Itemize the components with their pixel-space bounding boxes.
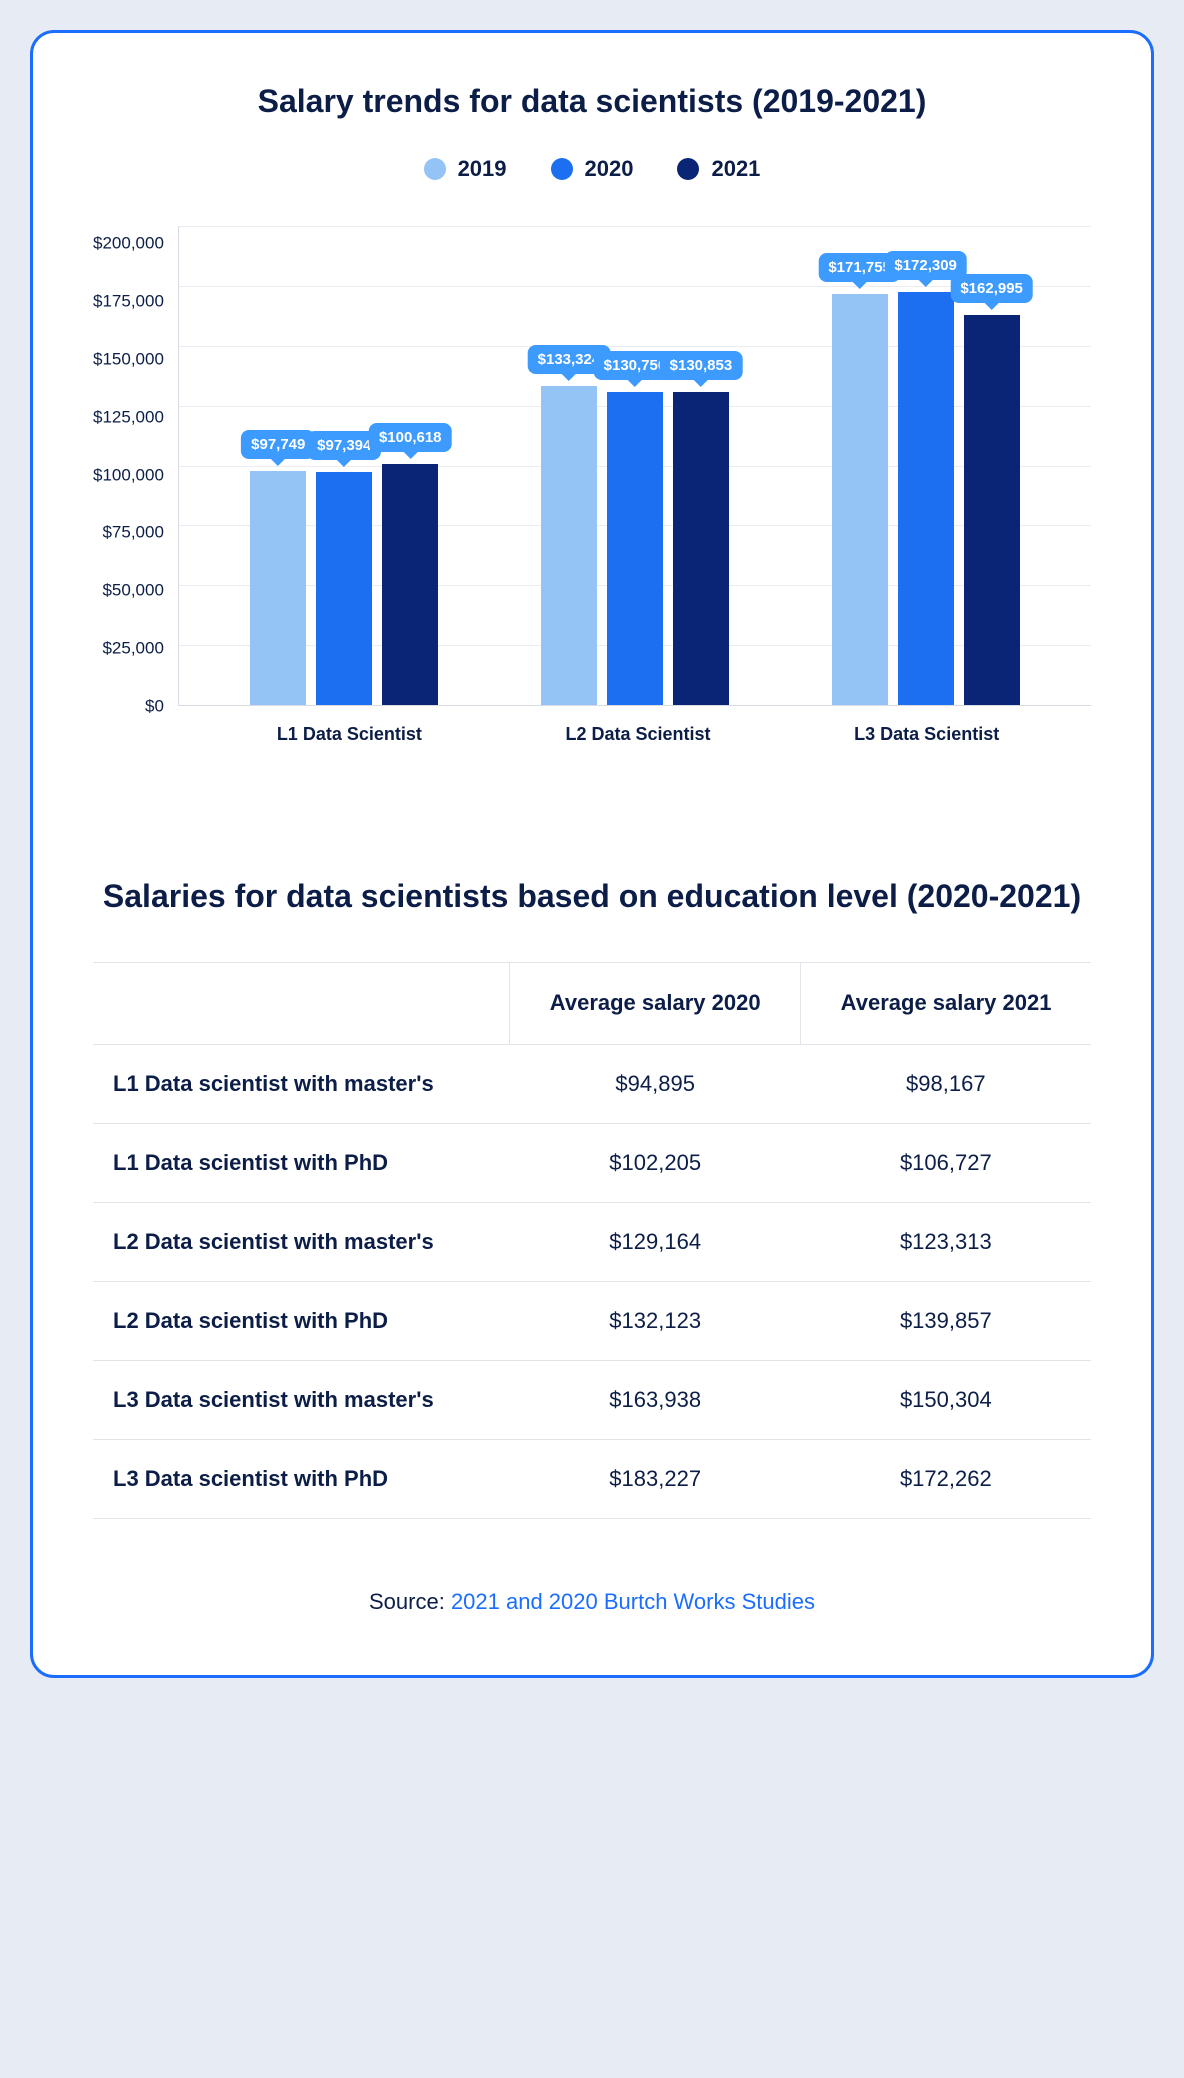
- row-label: L2 Data scientist with master's: [93, 1202, 510, 1281]
- bar-rect: [316, 472, 372, 705]
- bar: $100,618: [382, 464, 438, 705]
- x-label: L3 Data Scientist: [782, 724, 1071, 745]
- row-label: L3 Data scientist with PhD: [93, 1439, 510, 1518]
- table-row: L2 Data scientist with master's$129,164$…: [93, 1202, 1091, 1281]
- bar: $97,394: [316, 472, 372, 705]
- table-row: L3 Data scientist with PhD$183,227$172,2…: [93, 1439, 1091, 1518]
- cell-value: $150,304: [801, 1360, 1091, 1439]
- legend: 2019 2020 2021: [93, 156, 1091, 182]
- table-row: L1 Data scientist with master's$94,895$9…: [93, 1044, 1091, 1123]
- legend-swatch: [677, 158, 699, 180]
- legend-item: 2021: [677, 156, 760, 182]
- table-header: Average salary 2020: [510, 963, 801, 1045]
- y-tick: $150,000: [93, 350, 164, 367]
- value-bubble: $130,853: [660, 351, 743, 380]
- row-label: L3 Data scientist with master's: [93, 1360, 510, 1439]
- bar-group: $97,749$97,394$100,618: [250, 226, 438, 705]
- plot-area: $97,749$97,394$100,618$133,324$130,750$1…: [178, 226, 1091, 706]
- y-tick: $50,000: [102, 582, 163, 599]
- bar-rect: [607, 392, 663, 705]
- source-prefix: Source:: [369, 1589, 451, 1614]
- source-link[interactable]: 2021 and 2020 Burtch Works Studies: [451, 1589, 815, 1614]
- bar: $133,324: [541, 386, 597, 705]
- table-row: L1 Data scientist with PhD$102,205$106,7…: [93, 1123, 1091, 1202]
- cell-value: $123,313: [801, 1202, 1091, 1281]
- table-title: Salaries for data scientists based on ed…: [93, 875, 1091, 918]
- table-header: Average salary 2021: [801, 963, 1091, 1045]
- x-axis: L1 Data ScientistL2 Data ScientistL3 Dat…: [185, 706, 1091, 745]
- cell-value: $183,227: [510, 1439, 801, 1518]
- bar-rect: [250, 471, 306, 705]
- bar: $172,309: [898, 292, 954, 705]
- bar-rect: [898, 292, 954, 705]
- bar-rect: [964, 315, 1020, 705]
- x-label: L1 Data Scientist: [205, 724, 494, 745]
- bar: $130,750: [607, 392, 663, 705]
- cell-value: $129,164: [510, 1202, 801, 1281]
- value-bubble: $162,995: [950, 274, 1033, 303]
- row-label: L2 Data scientist with PhD: [93, 1281, 510, 1360]
- bar: $97,749: [250, 471, 306, 705]
- y-tick: $175,000: [93, 292, 164, 309]
- bar: $171,755: [832, 294, 888, 705]
- y-tick: $125,000: [93, 408, 164, 425]
- row-label: L1 Data scientist with master's: [93, 1044, 510, 1123]
- chart-title: Salary trends for data scientists (2019-…: [93, 83, 1091, 120]
- cell-value: $98,167: [801, 1044, 1091, 1123]
- bar-rect: [541, 386, 597, 705]
- table-row: L3 Data scientist with master's$163,938$…: [93, 1360, 1091, 1439]
- bar-rect: [673, 392, 729, 705]
- table-header: [93, 963, 510, 1045]
- cell-value: $163,938: [510, 1360, 801, 1439]
- bar-rect: [382, 464, 438, 705]
- y-axis: $200,000 $175,000 $150,000 $125,000 $100,000…: [93, 226, 178, 706]
- legend-label: 2020: [585, 156, 634, 182]
- cell-value: $94,895: [510, 1044, 801, 1123]
- legend-label: 2019: [458, 156, 507, 182]
- bar-rect: [832, 294, 888, 705]
- bar-group: $171,755$172,309$162,995: [832, 226, 1020, 705]
- bar: $130,853: [673, 392, 729, 705]
- row-label: L1 Data scientist with PhD: [93, 1123, 510, 1202]
- cell-value: $172,262: [801, 1439, 1091, 1518]
- y-tick: $25,000: [102, 640, 163, 657]
- legend-swatch: [551, 158, 573, 180]
- y-tick: $75,000: [102, 524, 163, 541]
- bar-chart: $200,000 $175,000 $150,000 $125,000 $100,000…: [93, 226, 1091, 745]
- value-bubble: $97,749: [241, 430, 315, 459]
- legend-label: 2021: [711, 156, 760, 182]
- bar: $162,995: [964, 315, 1020, 705]
- y-tick: $100,000: [93, 466, 164, 483]
- cell-value: $132,123: [510, 1281, 801, 1360]
- legend-item: 2020: [551, 156, 634, 182]
- cell-value: $106,727: [801, 1123, 1091, 1202]
- cell-value: $102,205: [510, 1123, 801, 1202]
- legend-swatch: [424, 158, 446, 180]
- salary-table: Average salary 2020Average salary 2021L1…: [93, 962, 1091, 1519]
- legend-item: 2019: [424, 156, 507, 182]
- bar-group: $133,324$130,750$130,853: [541, 226, 729, 705]
- y-tick: $200,000: [93, 235, 164, 252]
- x-label: L2 Data Scientist: [494, 724, 783, 745]
- table-row: L2 Data scientist with PhD$132,123$139,8…: [93, 1281, 1091, 1360]
- value-bubble: $100,618: [369, 423, 452, 452]
- y-tick: $0: [145, 698, 164, 715]
- source-line: Source: 2021 and 2020 Burtch Works Studi…: [93, 1589, 1091, 1615]
- cell-value: $139,857: [801, 1281, 1091, 1360]
- card: Salary trends for data scientists (2019-…: [30, 30, 1154, 1678]
